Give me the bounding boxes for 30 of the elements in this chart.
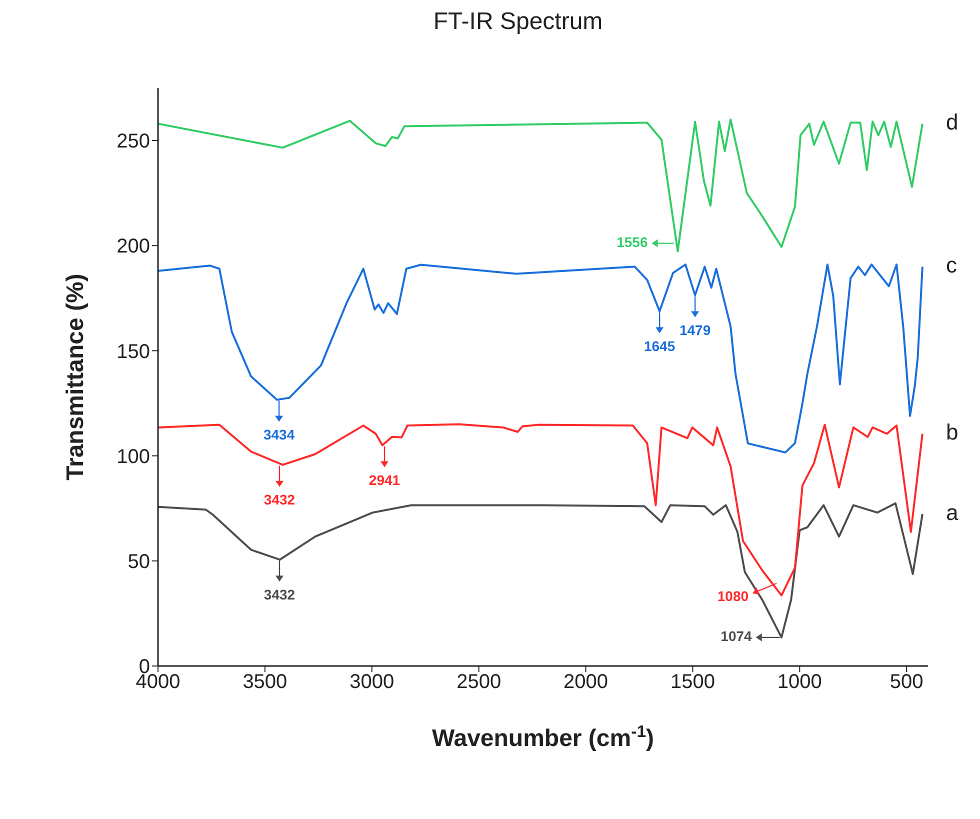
annotation: 1645 <box>644 338 676 354</box>
y-tick-label: 100 <box>116 446 150 468</box>
y-tick-label: 250 <box>116 130 150 153</box>
chart-title: FT-IR Spectrum <box>432 8 604 37</box>
y-tick-label: 200 <box>116 236 150 258</box>
series-label: b <box>946 420 958 445</box>
annotation: 3434 <box>263 426 295 442</box>
x-tick-label: 2500 <box>456 671 502 694</box>
x-axis-title: Wavenumber (cm$^{-1}$) <box>432 722 654 752</box>
series-label: d <box>946 110 958 135</box>
line-series <box>158 264 924 454</box>
x-tick-label: 1000 <box>777 671 822 694</box>
annotation: 3432 <box>264 586 296 602</box>
y-tick-label: 50 <box>128 551 150 574</box>
x-tick-label: 2000 <box>564 671 608 694</box>
line-series <box>158 118 924 252</box>
annotation: 1074 <box>720 628 752 644</box>
annotation: 1479 <box>679 322 711 338</box>
annotation: 2941 <box>368 472 400 488</box>
y-tick-label: 150 <box>116 340 150 363</box>
x-tick-label: 3500 <box>242 671 288 694</box>
x-tick-label: 500 <box>890 671 924 694</box>
x-tick-label: 1500 <box>670 671 715 694</box>
annotation: 3432 <box>264 492 296 508</box>
annotation: 1556 <box>616 234 648 250</box>
y-axis-title: Transmittance (%) <box>62 274 89 480</box>
x-tick-label: 3000 <box>350 671 394 694</box>
annotation: 1080 <box>717 588 749 604</box>
series-label: a <box>946 500 959 525</box>
series-label: c <box>946 252 957 278</box>
